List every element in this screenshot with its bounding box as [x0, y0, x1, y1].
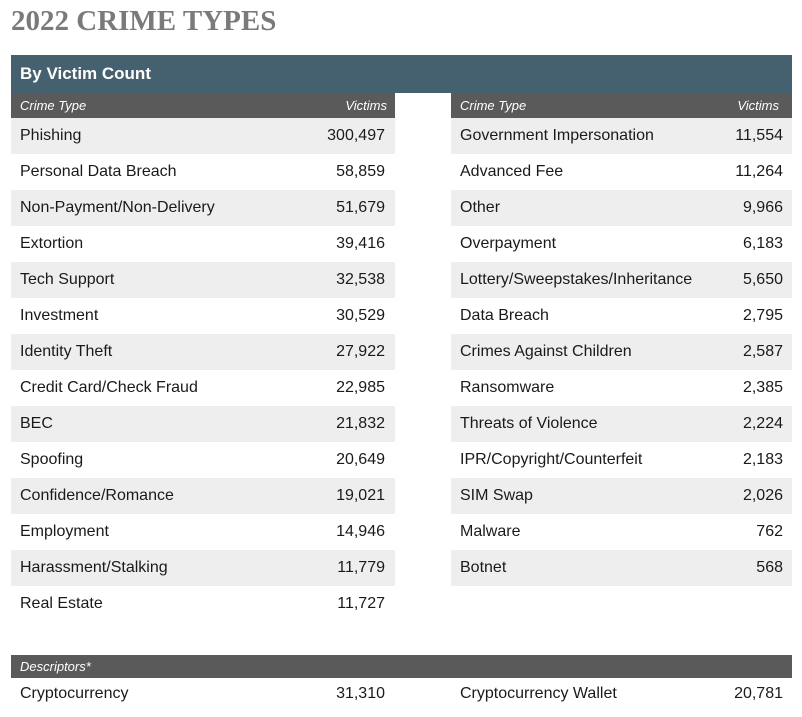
table-row: Botnet 568 [451, 550, 792, 586]
descriptors-header: Descriptors* [11, 655, 792, 678]
victims-cell: 20,649 [336, 451, 385, 468]
crime-type-cell: Tech Support [20, 271, 115, 288]
victims-cell: 21,832 [336, 415, 385, 432]
descriptor-row: Cryptocurrency 31,310 [11, 678, 395, 710]
table-row: SIM Swap 2,026 [451, 478, 792, 514]
column-header-victims: Victims [737, 98, 779, 113]
victims-cell: 2,587 [742, 343, 783, 360]
victims-cell: 11,554 [735, 127, 783, 144]
crime-type-cell: Overpayment [460, 235, 557, 252]
crime-type-cell: Threats of Violence [460, 415, 598, 432]
crime-type-cell: Advanced Fee [460, 163, 564, 180]
victims-cell: 5,650 [742, 271, 783, 288]
victims-cell: 2,026 [742, 487, 783, 504]
table-row: BEC 21,832 [11, 406, 395, 442]
table-row: Other 9,966 [451, 190, 792, 226]
crime-type-cell: BEC [20, 415, 53, 432]
crime-type-cell: Data Breach [460, 307, 549, 324]
victims-cell: 22,985 [336, 379, 385, 396]
descriptor-type-cell: Cryptocurrency [20, 685, 129, 702]
crime-type-cell: Ransomware [460, 379, 555, 396]
descriptor-victims-cell: 31,310 [336, 685, 385, 702]
victims-cell: 32,538 [336, 271, 385, 288]
crime-type-cell: Harassment/Stalking [20, 559, 168, 576]
table-row: Confidence/Romance 19,021 [11, 478, 395, 514]
victims-cell: 27,922 [336, 343, 385, 360]
victims-cell: 30,529 [336, 307, 385, 324]
table-row: Data Breach 2,795 [451, 298, 792, 334]
column-header-left: Crime Type Victims [11, 93, 395, 118]
victims-cell: 58,859 [336, 163, 385, 180]
table-row: Credit Card/Check Fraud 22,985 [11, 370, 395, 406]
table-row: IPR/Copyright/Counterfeit 2,183 [451, 442, 792, 478]
table-row: Threats of Violence 2,224 [451, 406, 792, 442]
descriptor-victims-cell: 20,781 [734, 685, 783, 702]
descriptor-row: Cryptocurrency Wallet 20,781 [451, 678, 792, 710]
victims-cell: 11,727 [337, 595, 385, 612]
victims-cell: 568 [756, 559, 783, 576]
section-header-by-victim-count: By Victim Count [11, 55, 792, 93]
table-row: Crimes Against Children 2,587 [451, 334, 792, 370]
crime-type-cell: Non-Payment/Non-Delivery [20, 199, 215, 216]
crime-type-cell: Extortion [20, 235, 84, 252]
crime-type-cell: Other [460, 199, 501, 216]
table-row: Malware 762 [451, 514, 792, 550]
descriptor-type-cell: Cryptocurrency Wallet [460, 685, 617, 702]
table-row: Identity Theft 27,922 [11, 334, 395, 370]
victims-cell: 39,416 [336, 235, 385, 252]
crime-table-right: Government Impersonation 11,554 Advanced … [451, 118, 792, 622]
victims-cell: 762 [756, 523, 783, 540]
table-row: Tech Support 32,538 [11, 262, 395, 298]
table-row: Investment 30,529 [11, 298, 395, 334]
table-row: Employment 14,946 [11, 514, 395, 550]
column-header-right: Crime Type Victims [451, 93, 792, 118]
table-row: Harassment/Stalking 11,779 [11, 550, 395, 586]
crime-type-cell: Botnet [460, 559, 507, 576]
table-row: Personal Data Breach 58,859 [11, 154, 395, 190]
victims-cell: 6,183 [742, 235, 783, 252]
crime-type-cell: Spoofing [20, 451, 84, 468]
table-row: Government Impersonation 11,554 [451, 118, 792, 154]
crime-type-cell: Lottery/Sweepstakes/Inheritance [460, 271, 693, 288]
crime-type-cell: Personal Data Breach [20, 163, 177, 180]
victims-cell: 2,224 [742, 415, 783, 432]
table-row: Overpayment 6,183 [451, 226, 792, 262]
table-row: Real Estate 11,727 [11, 586, 395, 622]
table-row: Advanced Fee 11,264 [451, 154, 792, 190]
table-row: Non-Payment/Non-Delivery 51,679 [11, 190, 395, 226]
crime-type-cell: SIM Swap [460, 487, 533, 504]
victims-cell: 19,021 [336, 487, 385, 504]
column-header-crime-type: Crime Type [20, 98, 87, 113]
crime-type-cell: Identity Theft [20, 343, 113, 360]
table-row: Lottery/Sweepstakes/Inheritance 5,650 [451, 262, 792, 298]
crime-type-cell: Crimes Against Children [460, 343, 632, 360]
crime-type-cell: Phishing [20, 127, 82, 144]
crime-type-cell: Confidence/Romance [20, 487, 174, 504]
crime-type-cell: Real Estate [20, 595, 103, 612]
column-header-victims: Victims [345, 98, 387, 113]
table-row-empty [451, 586, 792, 622]
page-title: 2022 CRIME TYPES [11, 5, 277, 37]
table-row: Extortion 39,416 [11, 226, 395, 262]
crime-type-cell: Government Impersonation [460, 127, 654, 144]
crime-type-cell: Employment [20, 523, 109, 540]
crime-type-cell: Credit Card/Check Fraud [20, 379, 198, 396]
victims-cell: 11,264 [735, 163, 783, 180]
victims-cell: 9,966 [742, 199, 783, 216]
table-row: Phishing 300,497 [11, 118, 395, 154]
victims-cell: 2,795 [742, 307, 783, 324]
table-row: Ransomware 2,385 [451, 370, 792, 406]
victims-cell: 14,946 [336, 523, 385, 540]
crime-type-cell: IPR/Copyright/Counterfeit [460, 451, 643, 468]
victims-cell: 11,779 [337, 559, 385, 576]
victims-cell: 51,679 [336, 199, 385, 216]
victims-cell: 2,183 [742, 451, 783, 468]
crime-type-cell: Investment [20, 307, 99, 324]
crime-type-cell: Malware [460, 523, 521, 540]
crime-table-left: Phishing 300,497 Personal Data Breach 58,8… [11, 118, 395, 622]
table-row: Spoofing 20,649 [11, 442, 395, 478]
victims-cell: 2,385 [742, 379, 783, 396]
column-header-crime-type: Crime Type [460, 98, 527, 113]
victims-cell: 300,497 [327, 127, 385, 144]
